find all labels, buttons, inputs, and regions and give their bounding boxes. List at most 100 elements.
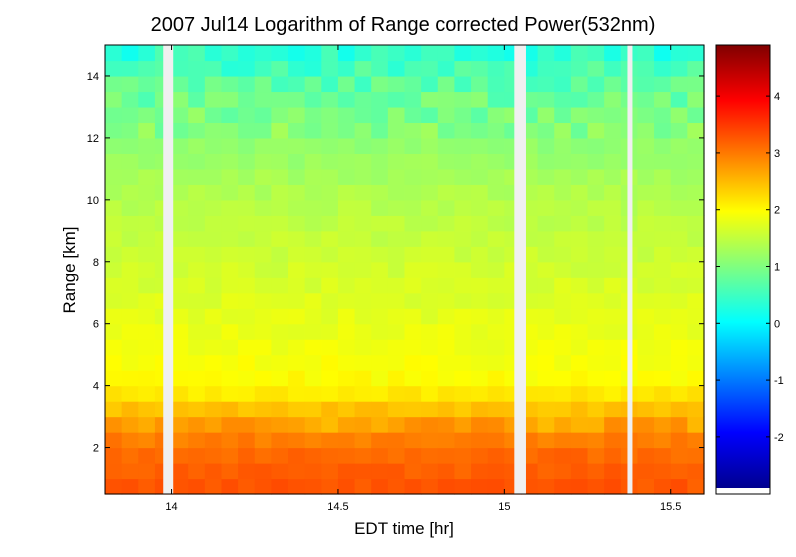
heatmap-cell [670, 45, 688, 62]
heatmap-cell [637, 385, 655, 402]
heatmap-cell [437, 215, 456, 232]
heatmap-cell [238, 370, 256, 387]
heatmap-cell [238, 385, 256, 402]
heatmap-cell [105, 370, 123, 387]
heatmap-cell [238, 230, 256, 247]
heatmap-cell [171, 153, 189, 170]
heatmap-cell [304, 246, 322, 263]
heatmap-cell [387, 401, 406, 418]
heatmap-cell [587, 137, 605, 154]
heatmap-cell [105, 261, 123, 278]
heatmap-cell [371, 91, 389, 108]
heatmap-cell [454, 75, 472, 93]
heatmap-cell [171, 122, 189, 139]
heatmap-cell [321, 215, 339, 232]
heatmap-cell [554, 261, 572, 278]
heatmap-cell [271, 106, 289, 124]
heatmap-cell [138, 137, 156, 154]
heatmap-cell [254, 370, 272, 387]
heatmap-cell [454, 416, 472, 433]
heatmap-cell [238, 184, 256, 201]
heatmap-cell [404, 60, 422, 77]
heatmap-cell [121, 60, 139, 77]
heatmap-cell [654, 184, 672, 201]
heatmap-cell [404, 292, 422, 309]
heatmap-cell [487, 230, 505, 247]
heatmap-cell [687, 432, 705, 449]
heatmap-cell [604, 60, 622, 77]
heatmap-cell [138, 184, 156, 201]
heatmap-cell [604, 370, 622, 387]
heatmap-cell [288, 385, 306, 402]
heatmap-cell [105, 385, 123, 402]
heatmap-cell [421, 447, 439, 464]
plot-frame [104, 44, 705, 495]
heatmap-cell [670, 215, 688, 232]
heatmap-cell [687, 416, 705, 433]
heatmap-cell [570, 199, 589, 216]
heatmap-cell [471, 354, 489, 371]
heatmap-cell [271, 91, 289, 108]
heatmap-cell [687, 401, 705, 418]
heatmap-cell [138, 478, 156, 495]
heatmap-cell [204, 153, 223, 170]
heatmap-cell [171, 215, 189, 232]
heatmap-cell [604, 230, 622, 247]
heatmap-cell [321, 45, 339, 62]
heatmap-cell [537, 137, 555, 154]
heatmap-cell [354, 463, 372, 480]
heatmap-cell [654, 292, 672, 309]
heatmap-cell [487, 168, 505, 185]
heatmap-cell [254, 277, 272, 294]
heatmap-cell [454, 308, 472, 325]
heatmap-cell [188, 122, 206, 139]
heatmap-cell [670, 447, 688, 464]
heatmap-cell [337, 463, 356, 480]
heatmap-cell [321, 416, 339, 433]
heatmap-cell [487, 370, 505, 387]
heatmap-cell [487, 277, 505, 294]
heatmap-cell [421, 416, 439, 433]
heatmap-cell [570, 168, 589, 185]
heatmap-cell [604, 184, 622, 201]
heatmap-cell [105, 292, 123, 309]
heatmap-cell [421, 75, 439, 93]
heatmap-cell [587, 106, 605, 124]
heatmap-cell [238, 447, 256, 464]
heatmap-cell [371, 292, 389, 309]
heatmap-cell [304, 385, 322, 402]
heatmap-cell [654, 370, 672, 387]
y-tick-label: 2 [93, 443, 99, 455]
heatmap-cell [121, 432, 139, 449]
heatmap-cell [321, 354, 339, 371]
heatmap-cell [304, 184, 322, 201]
heatmap-cell [105, 339, 123, 356]
heatmap-cell [654, 261, 672, 278]
heatmap-cell [421, 261, 439, 278]
heatmap-cell [637, 339, 655, 356]
heatmap-cell [471, 323, 489, 340]
heatmap-cell [537, 261, 555, 278]
heatmap-cell [404, 106, 422, 124]
heatmap-cell [687, 308, 705, 325]
heatmap-cell [121, 215, 139, 232]
heatmap-cell [204, 308, 223, 325]
heatmap-cell [454, 106, 472, 124]
heatmap-cell [371, 416, 389, 433]
heatmap-cell [570, 215, 589, 232]
heatmap-cell [105, 230, 123, 247]
heatmap-cell [654, 91, 672, 108]
heatmap-cell [204, 91, 223, 108]
heatmap-cell [238, 91, 256, 108]
heatmap-cell [654, 339, 672, 356]
heatmap-cell [421, 215, 439, 232]
heatmap-cell [221, 122, 239, 139]
heatmap-cell [654, 75, 672, 93]
heatmap-cell [421, 292, 439, 309]
heatmap-cell [254, 292, 272, 309]
heatmap-cell [537, 91, 555, 108]
heatmap-cell [271, 401, 289, 418]
heatmap-cell [487, 401, 505, 418]
heatmap-cell [105, 416, 123, 433]
heatmap-cell [487, 60, 505, 77]
